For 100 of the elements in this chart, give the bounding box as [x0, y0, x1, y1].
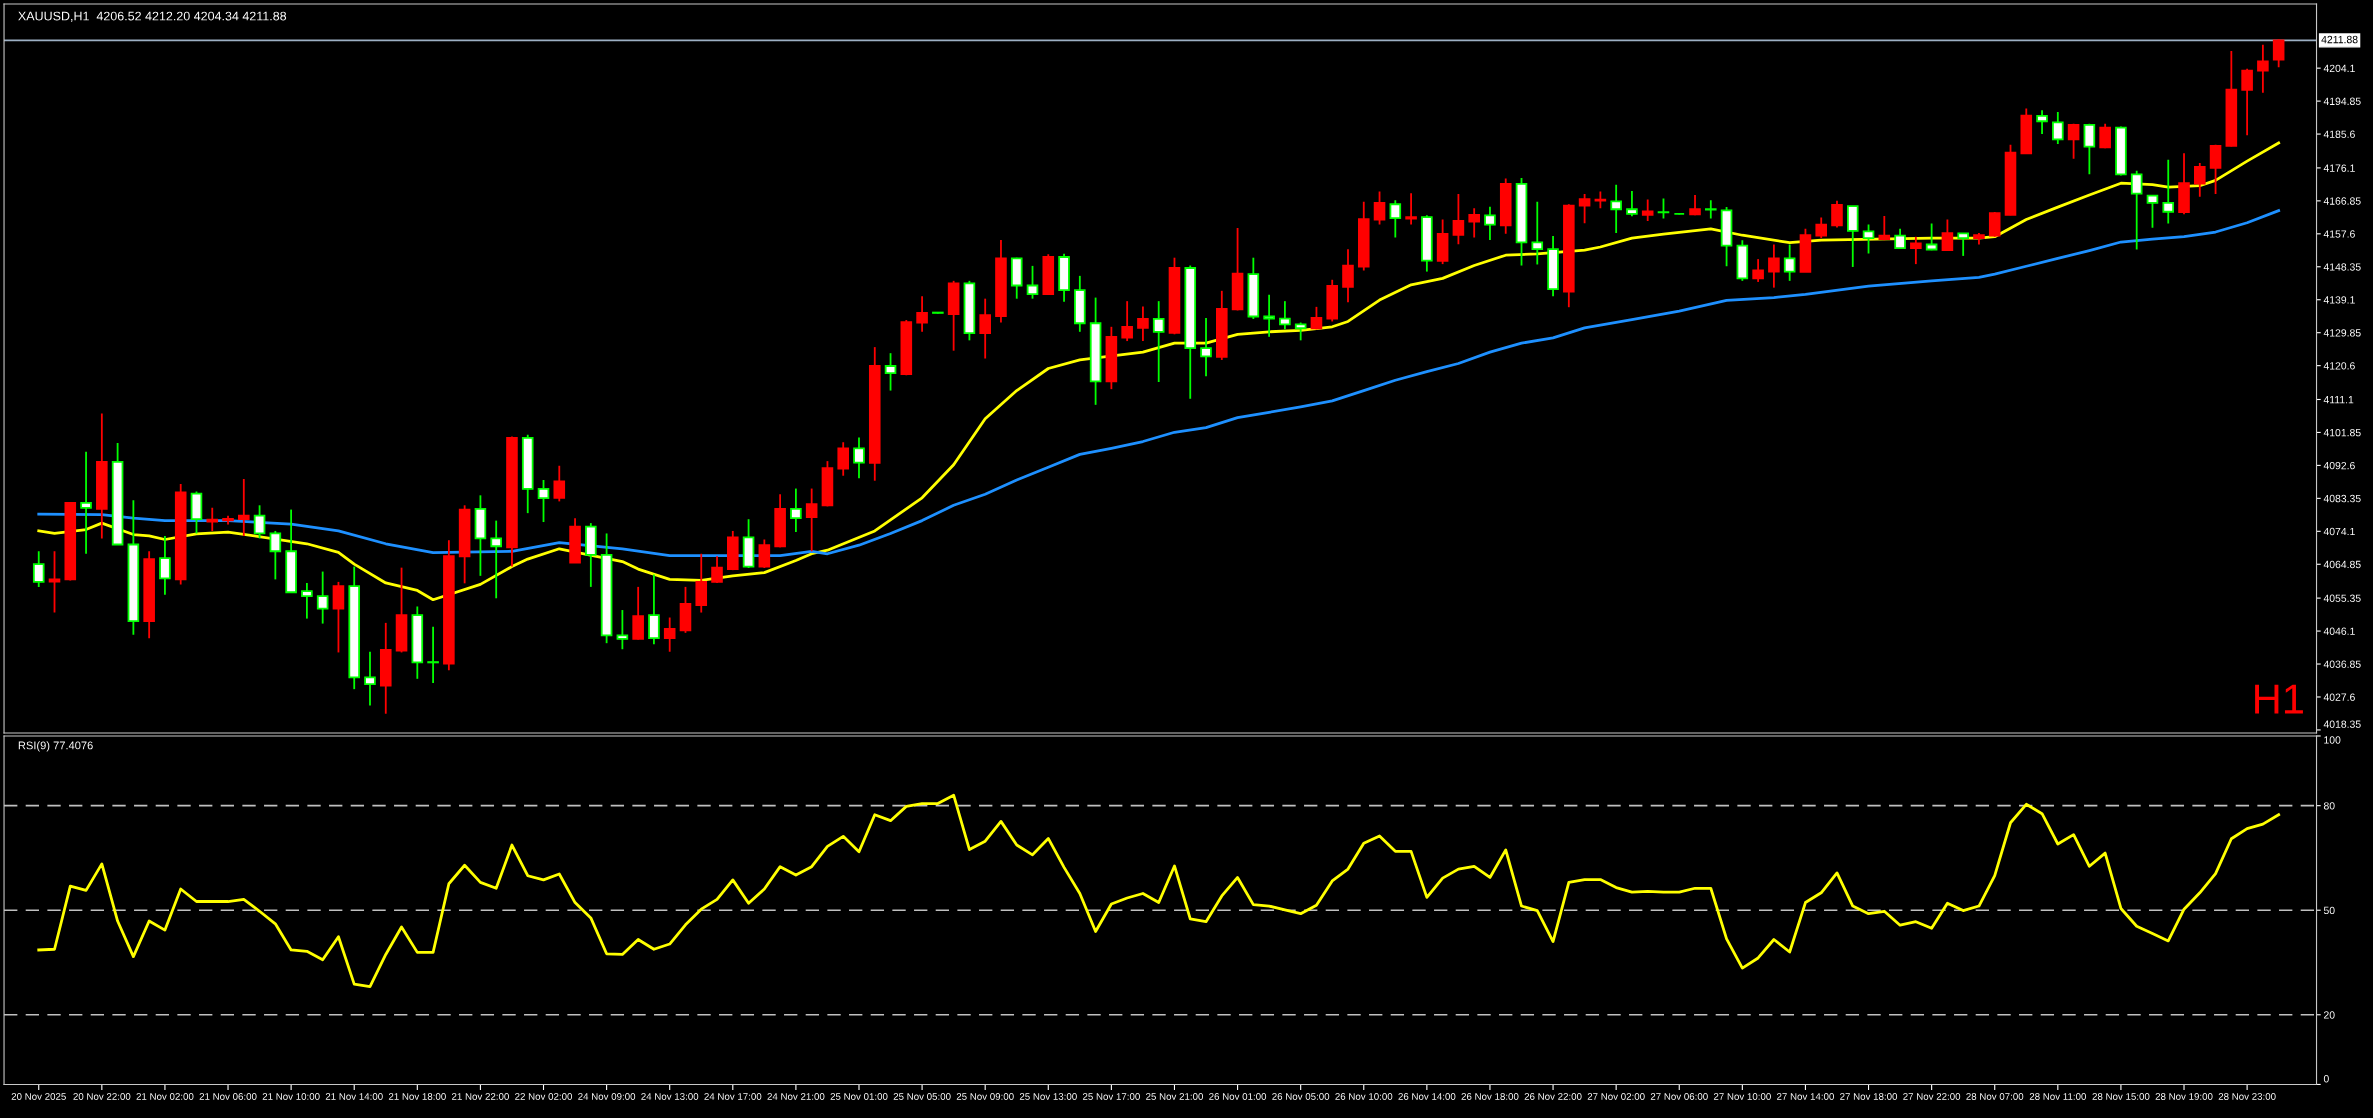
x-tick-label: 21 Nov 06:00	[199, 1093, 257, 1100]
candlestick	[1389, 199, 1402, 239]
candlestick	[979, 297, 991, 360]
candlestick	[1468, 207, 1480, 239]
candlestick	[537, 479, 550, 523]
candlestick	[490, 519, 502, 600]
x-tick-label: 24 Nov 13:00	[641, 1093, 699, 1100]
candlestick	[316, 570, 329, 625]
x-tick-label: 26 Nov 18:00	[1461, 1093, 1519, 1100]
candlestick	[1894, 227, 1906, 250]
candlestick	[1484, 205, 1496, 241]
candlestick	[758, 538, 771, 569]
x-tick-label: 21 Nov 10:00	[262, 1093, 320, 1100]
candlestick	[80, 450, 92, 555]
candlestick	[2193, 162, 2206, 198]
y-tick-label: 4111.1	[2323, 396, 2354, 404]
x-tick-label: 21 Nov 14:00	[325, 1093, 383, 1100]
line-series	[37, 209, 2281, 557]
candlestick	[2083, 122, 2096, 176]
candlestick	[2257, 43, 2269, 94]
y-tick-label: 4185.6	[2323, 130, 2355, 138]
annotation: H1	[2255, 684, 2303, 714]
candlestick	[916, 295, 928, 333]
candlestick	[2162, 158, 2175, 225]
candlestick	[2241, 67, 2253, 137]
candlestick	[2099, 122, 2111, 150]
candlestick	[884, 352, 897, 392]
x-tick-label: 20 Nov 22:00	[73, 1093, 131, 1100]
candlestick	[206, 506, 219, 532]
candlestick	[553, 464, 566, 503]
candlestick	[32, 550, 45, 588]
x-tick-label: 25 Nov 21:00	[1146, 1093, 1204, 1100]
candlestick	[1988, 211, 2001, 238]
y-tick-label: 4176.1	[2323, 164, 2355, 172]
candlestick	[364, 650, 376, 707]
candlestick	[2067, 122, 2080, 160]
text: XAUUSD,H1 4206.52 4212.20 4204.34 4211.88	[18, 11, 287, 22]
x-tick-label: 28 Nov 23:00	[2218, 1093, 2276, 1100]
candlestick	[238, 478, 250, 537]
x-tick-label: 26 Nov 10:00	[1335, 1093, 1393, 1100]
candlestick	[1941, 218, 1954, 252]
x-tick-label: 28 Nov 15:00	[2092, 1093, 2150, 1100]
x-tick-label: 25 Nov 09:00	[956, 1093, 1014, 1100]
y-tick-label: 100	[2324, 736, 2341, 744]
x-tick-label: 27 Nov 02:00	[1587, 1093, 1645, 1100]
candlestick	[1594, 190, 1607, 210]
x-tick-label: 26 Nov 05:00	[1272, 1093, 1330, 1100]
candlestick	[2209, 143, 2222, 195]
x-tick-label: 25 Nov 17:00	[1082, 1093, 1140, 1100]
candlestick	[616, 609, 629, 651]
candlestick	[1862, 223, 1875, 255]
y-tick-label: 4204.1	[2323, 64, 2355, 73]
candlestick	[663, 616, 676, 653]
y-tick-label: 4083.35	[2323, 494, 2361, 503]
candlestick	[2146, 194, 2159, 229]
candlestick	[1026, 264, 1039, 300]
candlestick	[1768, 243, 1780, 289]
x-tick-label: 24 Nov 21:00	[767, 1093, 825, 1100]
y-tick-label: 50	[2323, 906, 2335, 915]
x-tick-label: 25 Nov 01:00	[830, 1093, 888, 1100]
candlestick	[1121, 300, 1133, 342]
y-tick-label: 4027.6	[2323, 693, 2355, 701]
candlestick	[253, 504, 266, 540]
candlestick	[1263, 293, 1275, 338]
candlestick	[1752, 258, 1764, 283]
candlestick	[1200, 316, 1212, 378]
candlestick	[632, 585, 644, 641]
x-tick-label: 28 Nov 07:00	[1966, 1093, 2024, 1100]
y-tick-label: 4046.1	[2323, 627, 2355, 635]
y-tick-label: 4129.85	[2323, 329, 2361, 337]
candlestick	[1705, 199, 1717, 220]
candlestick	[1279, 300, 1291, 331]
candlestick	[1815, 216, 1828, 240]
candlestick	[1610, 183, 1622, 235]
candlestick	[1831, 199, 1843, 229]
candlestick	[301, 582, 313, 620]
x-tick-label: 26 Nov 01:00	[1209, 1093, 1267, 1100]
candlestick	[1342, 248, 1354, 304]
y-tick-label: 20	[2323, 1011, 2335, 1019]
x-tick-label: 21 Nov 18:00	[388, 1093, 446, 1100]
candlestick	[2130, 169, 2143, 251]
x-tick-label: 26 Nov 14:00	[1398, 1093, 1456, 1100]
x-tick-label: 27 Nov 06:00	[1650, 1093, 1708, 1100]
candlestick	[1152, 300, 1165, 383]
candlestick	[805, 487, 818, 553]
x-tick-label: 27 Nov 14:00	[1777, 1093, 1834, 1100]
candlestick	[1626, 190, 1638, 218]
candlestick	[1531, 200, 1544, 266]
x-tick-label: 24 Nov 17:00	[704, 1093, 762, 1100]
candlestick	[1452, 193, 1465, 246]
y-tick-label: 4092.6	[2323, 461, 2355, 470]
candlestick	[1783, 243, 1796, 282]
candlestick	[427, 625, 439, 684]
candlestick	[695, 552, 708, 614]
y-tick-label: 80	[2323, 802, 2335, 810]
y-tick-label: 4120.6	[2323, 362, 2355, 370]
y-tick-label: 4166.85	[2323, 197, 2361, 205]
x-tick-label: 22 Nov 02:00	[515, 1093, 573, 1100]
y-tick-label: 4036.85	[2323, 660, 2361, 668]
candlestick	[2052, 111, 2064, 145]
